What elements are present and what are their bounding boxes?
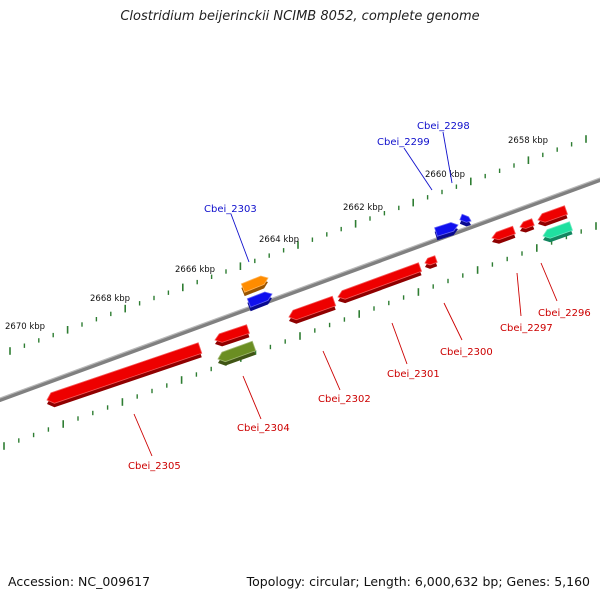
gene-label-cbei-2303[interactable]: Cbei_2303: [204, 204, 257, 215]
gene-face: [337, 262, 423, 300]
gene-face: [240, 275, 269, 293]
gene-block-cbei-2301[interactable]: [288, 295, 337, 324]
gene-face: [491, 225, 516, 241]
gene-block-cbei-2296[interactable]: [537, 205, 569, 227]
gene-block-cbei-2304[interactable]: [217, 340, 257, 366]
gene-block-plus-2[interactable]: [246, 291, 273, 312]
gene-face: [217, 340, 257, 363]
leader-line: [230, 213, 250, 263]
gene-label-cbei-2297[interactable]: Cbei_2297: [500, 323, 553, 334]
gene-label-cbei-2302[interactable]: Cbei_2302: [318, 394, 371, 405]
gene-block-cbei-2300[interactable]: [337, 262, 423, 304]
gene-label-cbei-2301[interactable]: Cbei_2301: [387, 369, 440, 380]
kbp-label: 2666 kbp: [175, 265, 215, 275]
coordinate-ticks-inner: [3, 222, 597, 450]
gene-label-cbei-2304[interactable]: Cbei_2304: [237, 423, 290, 434]
gene-block-cbei-2298[interactable]: [459, 213, 472, 227]
leader-line: [516, 272, 522, 317]
gene-block-red-small-b[interactable]: [424, 255, 438, 269]
leader-line: [443, 302, 463, 341]
gene-face: [537, 205, 569, 223]
gene-block-cbei-2303[interactable]: [240, 275, 269, 297]
accession-text: Accession: NC_009617: [8, 574, 151, 589]
coordinate-ticks-outer: [9, 135, 587, 355]
gene-block-cbei-2299[interactable]: [434, 222, 459, 241]
gene-face: [246, 291, 273, 308]
leader-line: [322, 350, 341, 391]
gene-label-cbei-2296[interactable]: Cbei_2296: [538, 308, 591, 319]
kbp-label: 2662 kbp: [343, 203, 383, 213]
leader-line: [540, 262, 558, 302]
gene-block-cbei-2305[interactable]: [46, 342, 203, 408]
gene-face: [424, 255, 438, 266]
gene-face: [459, 213, 472, 223]
gene-block-red-small-a[interactable]: [491, 225, 516, 244]
gene-block-minus-teal[interactable]: [542, 221, 574, 243]
gene-face: [519, 218, 535, 229]
leader-line: [442, 131, 453, 184]
gene-face: [46, 342, 203, 404]
gene-label-cbei-2298[interactable]: Cbei_2298: [417, 121, 470, 132]
kbp-label: 2668 kbp: [90, 294, 130, 304]
gene-block-cbei-2302[interactable]: [214, 324, 250, 347]
kbp-label: 2658 kbp: [508, 136, 548, 146]
gene-label-cbei-2300[interactable]: Cbei_2300: [440, 347, 493, 358]
leader-line: [242, 375, 262, 420]
kbp-label: 2670 kbp: [5, 322, 45, 332]
leader-line: [133, 413, 153, 457]
gene-block-cbei-2297[interactable]: [519, 218, 535, 233]
gene-face: [214, 324, 250, 343]
gene-label-cbei-2299[interactable]: Cbei_2299: [377, 137, 430, 148]
genome-summary-text: Topology: circular; Length: 6,000,632 bp…: [246, 574, 590, 589]
leader-lines: [133, 131, 558, 457]
genome-backbone: [0, 178, 600, 402]
kbp-label: 2660 kbp: [425, 170, 465, 180]
leader-line: [391, 322, 408, 365]
kbp-label: 2664 kbp: [259, 235, 299, 245]
gene-features: [46, 205, 574, 408]
gene-face: [288, 295, 337, 321]
leader-line: [403, 147, 433, 191]
gene-face: [434, 222, 459, 237]
genome-title: Clostridium beijerinckii NCIMB 8052, com…: [120, 9, 480, 24]
gene-label-cbei-2305[interactable]: Cbei_2305: [128, 461, 181, 472]
gene-face: [542, 221, 574, 239]
